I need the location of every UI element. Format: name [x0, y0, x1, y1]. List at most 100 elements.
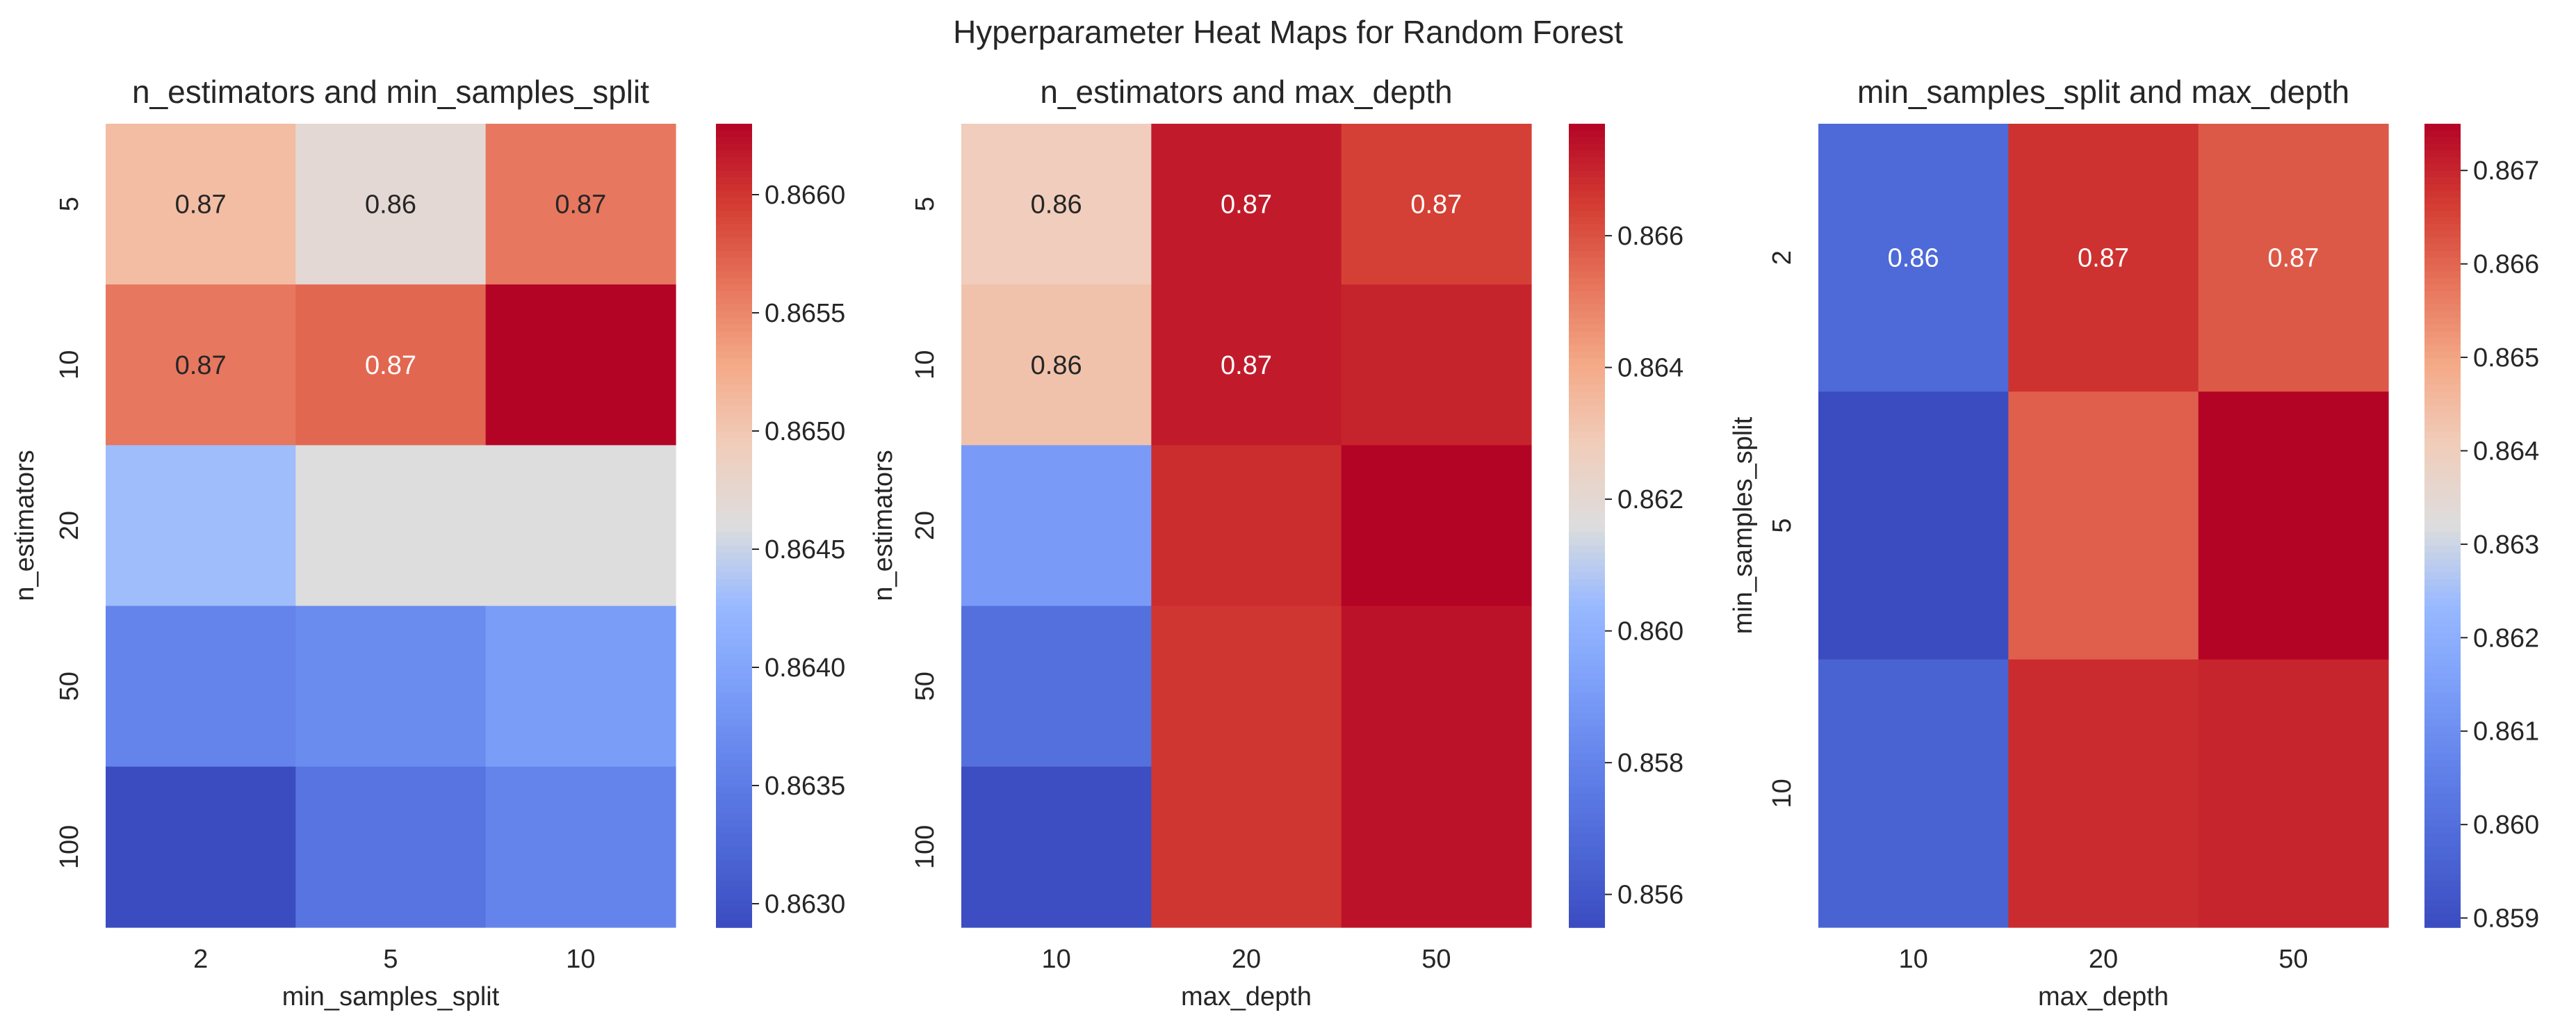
colorbar-segment	[2424, 793, 2461, 801]
colorbar-segment	[1569, 893, 1605, 902]
colorbar-segment	[2424, 177, 2461, 185]
colorbar-segment	[2424, 304, 2461, 312]
colorbar-segment	[2424, 251, 2461, 259]
colorbar-segment	[716, 539, 752, 546]
colorbar-segment	[1569, 659, 1605, 667]
colorbar-segment	[716, 605, 752, 614]
heatmap-cell	[961, 284, 1152, 446]
colorbar-tick-label: 0.8660	[765, 181, 845, 210]
colorbar-segment	[716, 599, 752, 607]
colorbar-segment	[716, 425, 752, 432]
panel-title: n_estimators and max_depth	[1040, 74, 1452, 110]
colorbar-segment	[2424, 526, 2461, 533]
colorbar-segment	[1569, 471, 1605, 480]
colorbar-segment	[2424, 726, 2461, 734]
colorbar-segment	[1569, 364, 1605, 373]
colorbar-segment	[2424, 806, 2461, 815]
colorbar-segment	[716, 264, 752, 272]
colorbar-segment	[716, 478, 752, 486]
colorbar-segment	[2424, 887, 2461, 895]
colorbar-segment	[716, 143, 752, 152]
colorbar-tick-label: 0.8650	[765, 417, 845, 446]
colorbar-segment	[716, 384, 752, 393]
colorbar-segment	[2424, 920, 2461, 928]
colorbar-segment	[1569, 163, 1605, 172]
colorbar-segment	[1569, 599, 1605, 607]
heatmap-cell	[1818, 124, 2009, 392]
colorbar-segment	[1569, 398, 1605, 406]
colorbar-segment	[716, 746, 752, 754]
heatmap-cell	[1818, 391, 2009, 660]
colorbar-segment	[1569, 157, 1605, 165]
colorbar-segment	[1569, 726, 1605, 734]
colorbar-segment	[716, 371, 752, 379]
colorbar-segment	[1569, 913, 1605, 922]
colorbar-segment	[1569, 585, 1605, 594]
colorbar-segment	[716, 532, 752, 540]
colorbar-tick-label: 0.8635	[765, 772, 845, 801]
colorbar-segment	[1569, 197, 1605, 205]
colorbar-segment	[1569, 251, 1605, 259]
colorbar-segment	[2424, 880, 2461, 888]
colorbar-segment	[1569, 224, 1605, 231]
colorbar-segment	[2424, 318, 2461, 325]
colorbar-segment	[2424, 867, 2461, 875]
colorbar-segment	[716, 237, 752, 245]
colorbar-tick-label: 0.858	[1617, 749, 1684, 778]
colorbar-segment	[2424, 277, 2461, 285]
colorbar-segment	[1569, 706, 1605, 714]
colorbar-segment	[1569, 766, 1605, 774]
colorbar-segment	[716, 311, 752, 319]
colorbar-segment	[2424, 585, 2461, 594]
y-tick-label: 10	[1768, 779, 1797, 808]
colorbar-segment	[1569, 405, 1605, 413]
colorbar-segment	[716, 184, 752, 192]
colorbar-segment	[2424, 211, 2461, 218]
colorbar-segment	[716, 913, 752, 922]
colorbar-segment	[2424, 398, 2461, 406]
colorbar-segment	[716, 827, 752, 834]
colorbar-segment	[716, 773, 752, 781]
heatmap-cell	[1341, 284, 1532, 446]
colorbar-segment	[1569, 384, 1605, 393]
heatmap-cell	[295, 605, 487, 767]
colorbar-segment	[716, 572, 752, 580]
colorbar-segment	[2424, 847, 2461, 854]
heatmap-cell	[1341, 766, 1532, 928]
colorbar-segment	[2424, 244, 2461, 252]
colorbar-segment	[1569, 740, 1605, 747]
heatmap-cell	[2008, 659, 2199, 928]
x-tick-label: 50	[1421, 945, 1451, 974]
colorbar-segment	[2424, 659, 2461, 667]
colorbar-segment	[2424, 539, 2461, 546]
colorbar-segment	[716, 799, 752, 808]
colorbar-segment	[716, 920, 752, 928]
colorbar-segment	[2424, 753, 2461, 760]
colorbar-segment	[716, 364, 752, 373]
heatmap-cell	[106, 284, 296, 446]
y-axis-label: min_samples_split	[1729, 416, 1758, 634]
heatmap-cell	[1151, 445, 1342, 607]
heatmap-cell	[2008, 391, 2199, 660]
colorbar-segment	[1569, 867, 1605, 875]
colorbar-segment	[2424, 827, 2461, 834]
colorbar-segment	[716, 733, 752, 741]
colorbar-segment	[2424, 485, 2461, 493]
colorbar-segment	[2424, 284, 2461, 292]
colorbar-segment	[1569, 432, 1605, 439]
colorbar-segment	[716, 893, 752, 902]
colorbar-segment	[1569, 491, 1605, 500]
colorbar-segment	[2424, 799, 2461, 808]
colorbar-segment	[716, 318, 752, 325]
colorbar-segment	[1569, 760, 1605, 767]
colorbar-segment	[716, 559, 752, 567]
colorbar-segment	[716, 277, 752, 285]
colorbar-segment	[716, 780, 752, 788]
colorbar-segment	[2424, 478, 2461, 486]
colorbar-segment	[2424, 458, 2461, 466]
colorbar-segment	[716, 585, 752, 594]
colorbar-segment	[716, 740, 752, 747]
colorbar-segment	[2424, 445, 2461, 453]
colorbar-segment	[716, 860, 752, 868]
